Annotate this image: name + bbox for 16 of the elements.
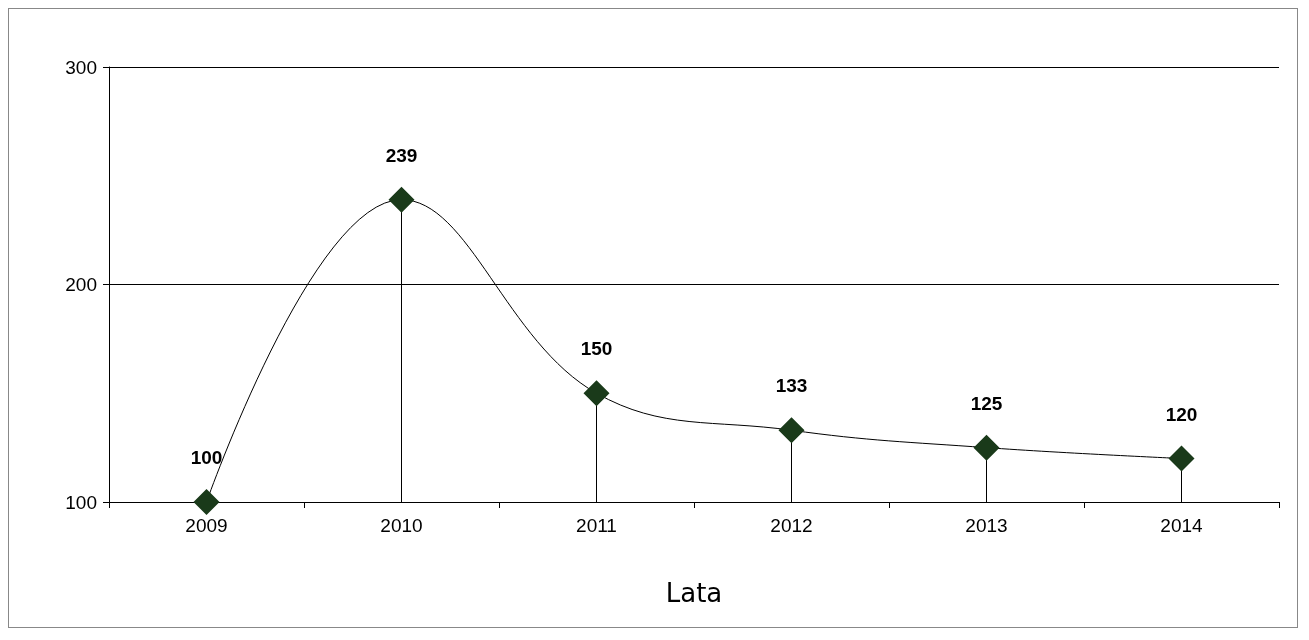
data-label: 100 xyxy=(190,447,223,468)
data-label: 125 xyxy=(970,392,1003,414)
x-tick-label: 2013 xyxy=(965,515,1008,536)
x-tick-label: 2014 xyxy=(1160,515,1204,536)
data-label: 150 xyxy=(580,338,613,360)
x-tick-label: 2009 xyxy=(185,515,228,536)
x-axis-title: Lata xyxy=(665,578,723,608)
y-tick-label: 300 xyxy=(65,56,97,78)
x-tick-label: 2011 xyxy=(576,515,617,536)
y-tick-label: 200 xyxy=(65,274,97,295)
data-label: 133 xyxy=(775,375,808,397)
x-tick-label: 2012 xyxy=(770,515,813,536)
data-label: 120 xyxy=(1165,403,1198,425)
data-label: 239 xyxy=(385,144,418,166)
x-tick-label: 2010 xyxy=(380,515,423,536)
y-tick-label: 100 xyxy=(65,491,97,513)
